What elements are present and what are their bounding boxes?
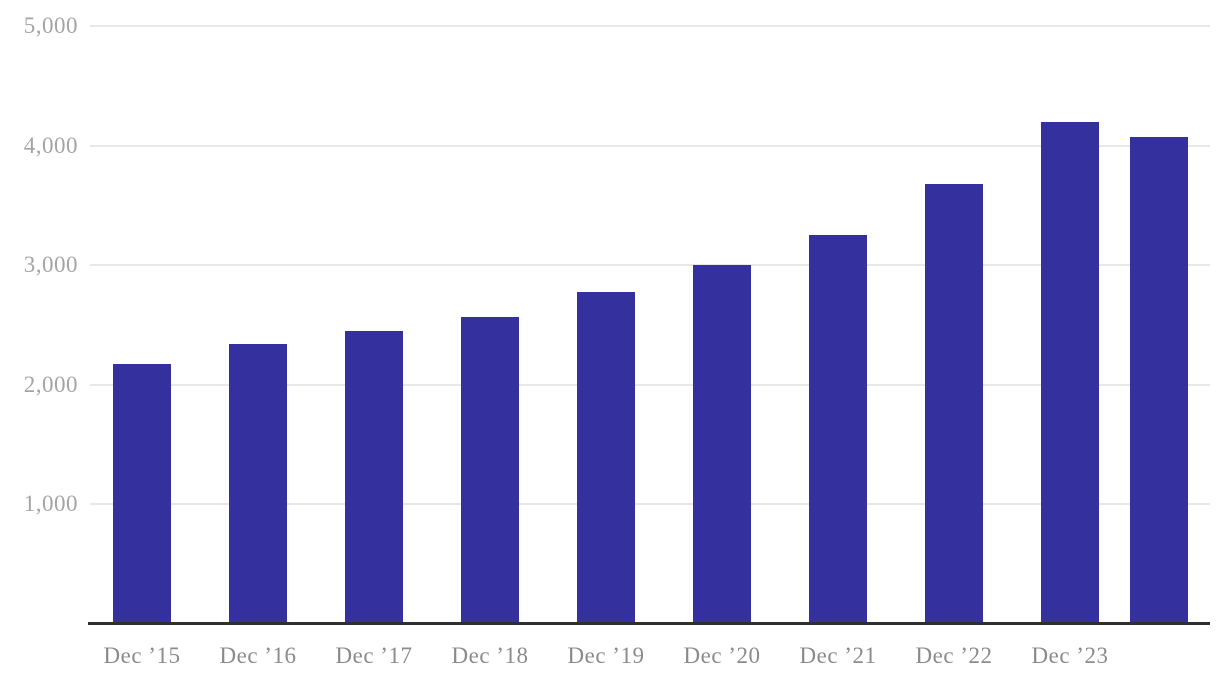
x-axis-line [88, 622, 1210, 625]
bar-latest [1130, 137, 1188, 624]
bar-dec-23 [1041, 122, 1099, 624]
y-axis-tick-label: 1,000 [23, 491, 78, 517]
gridline-5000 [90, 25, 1210, 27]
x-axis-tick-label: Dec ’17 [335, 643, 413, 668]
gridline-4000 [90, 144, 1210, 147]
bar-dec-21 [809, 235, 867, 624]
gridline-3000 [90, 264, 1210, 267]
x-axis-tick-label: Dec ’23 [1031, 643, 1109, 668]
y-axis-tick-label: 4,000 [23, 132, 78, 158]
x-axis-tick-label: Dec ’16 [219, 643, 297, 668]
gridline-2000 [90, 383, 1210, 386]
bar-dec-18 [461, 317, 519, 624]
bar-dec-15 [113, 364, 171, 624]
gridline-1000 [90, 503, 1210, 506]
bar-dec-20 [693, 265, 751, 624]
x-axis-tick-label: Dec ’19 [567, 643, 645, 668]
bar-dec-17 [345, 331, 403, 624]
y-axis-tick-label: 2,000 [23, 371, 78, 397]
x-axis-tick-label: Dec ’21 [799, 643, 877, 668]
x-axis-tick-label: Dec ’18 [451, 643, 529, 668]
x-axis-tick-label: Dec ’15 [103, 643, 181, 668]
bar-dec-19 [577, 292, 635, 624]
x-axis-tick-label: Dec ’20 [683, 643, 761, 668]
x-axis-tick-label: Dec ’22 [915, 643, 993, 668]
y-axis-tick-label: 3,000 [23, 252, 78, 278]
bar-dec-22 [925, 184, 983, 624]
y-axis-tick-label: 5,000 [23, 13, 78, 38]
bar-dec-16 [229, 344, 287, 624]
